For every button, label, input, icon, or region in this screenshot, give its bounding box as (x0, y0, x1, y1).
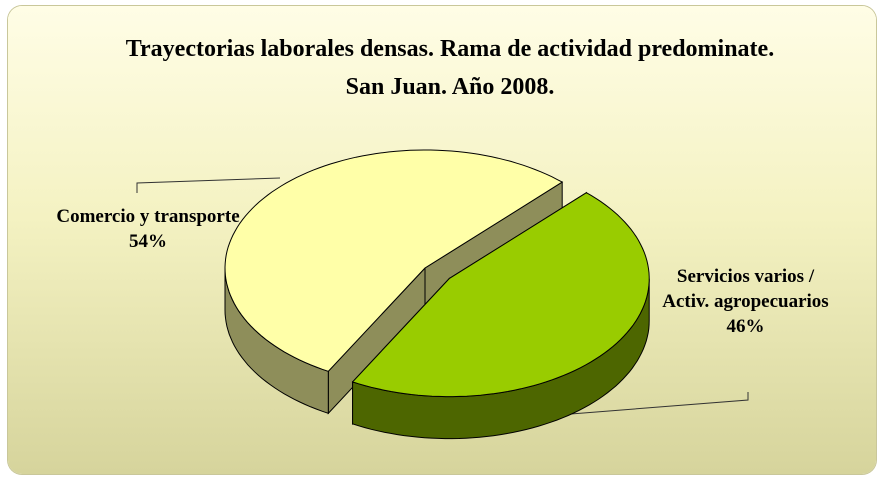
value-label: 54% (129, 231, 167, 252)
leader-line (136, 177, 281, 193)
leader-line (519, 392, 749, 419)
category-label: Servicios varios / Activ. agropecuarios (662, 266, 829, 312)
pie-chart (136, 149, 749, 440)
pie-slice (224, 149, 564, 372)
data-label: Servicios varios / Activ. agropecuarios … (658, 264, 833, 339)
value-label: 46% (726, 316, 765, 337)
chart-title: Trayectorias laborales densas. Rama de a… (125, 36, 775, 100)
chart-area: Trayectorias laborales densas. Rama de a… (8, 6, 876, 474)
pie-slice (351, 192, 650, 398)
data-label: Comercio y transporte 54% (48, 204, 248, 254)
category-label: Comercio y transporte (56, 206, 240, 227)
